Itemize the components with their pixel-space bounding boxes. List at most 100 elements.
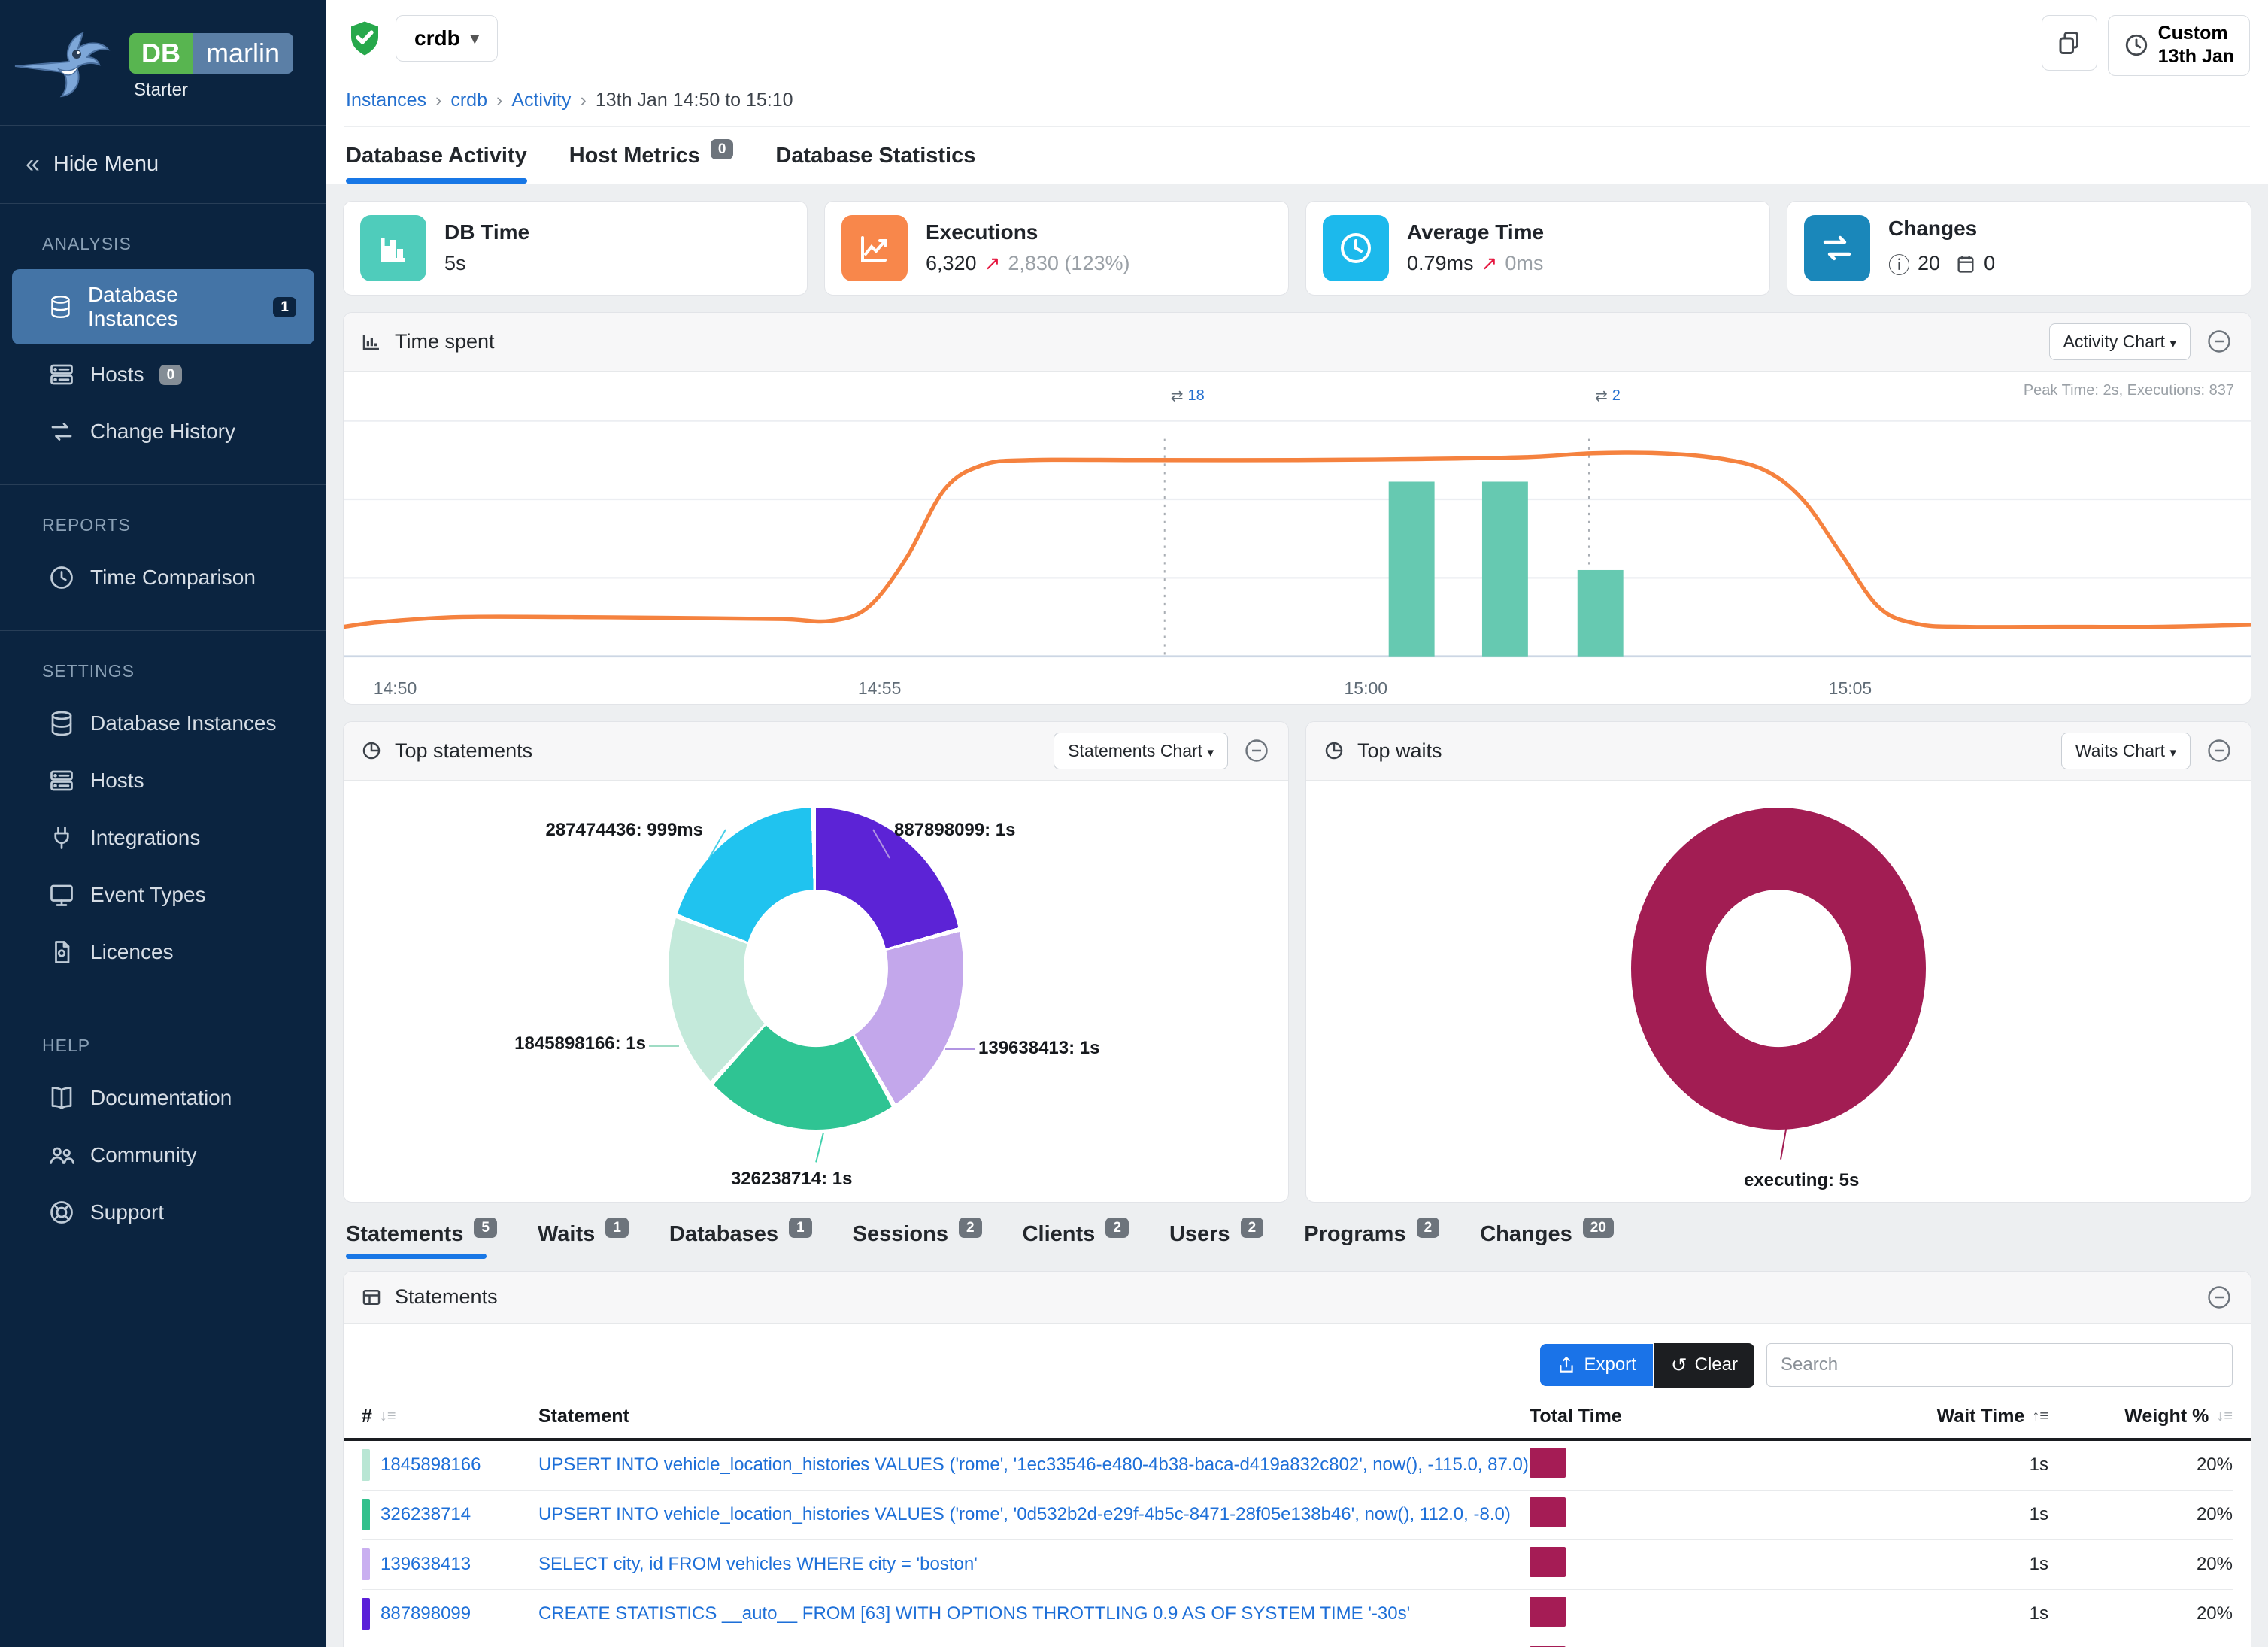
clear-button[interactable]: ↺ Clear — [1654, 1342, 1754, 1388]
statements-chart-dropdown[interactable]: Statements Chart ▾ — [1054, 732, 1228, 769]
wait-time-value: 1s — [2029, 1554, 2048, 1574]
sidebar-item-licences[interactable]: Licences — [12, 925, 314, 979]
copy-link-button[interactable] — [2041, 15, 2097, 71]
statement-link[interactable]: UPSERT INTO vehicle_location_histories V… — [538, 1454, 1529, 1475]
brand-wordmark: DB marlin — [129, 33, 294, 74]
tab-database-activity[interactable]: Database Activity — [346, 144, 527, 184]
column-total-time[interactable]: Total Time — [1530, 1405, 1622, 1427]
tab-users[interactable]: Users 2 — [1169, 1217, 1264, 1259]
bar-chart-icon — [362, 335, 379, 350]
statement-id-link[interactable]: 1845898166 — [381, 1454, 481, 1475]
table-row: 326238714 UPSERT INTO vehicle_location_h… — [362, 1491, 2233, 1540]
section-title: ANALYSIS — [42, 234, 132, 253]
trend-up-icon: ↗ — [1481, 252, 1498, 274]
x-axis-label: 14:55 — [857, 678, 902, 698]
tab-clients[interactable]: Clients 2 — [1023, 1217, 1129, 1259]
tab-database-statistics[interactable]: Database Statistics — [775, 143, 976, 168]
instance-selector-button[interactable]: crdb ▾ — [396, 15, 498, 62]
time-spent-chart: 14:50 14:55 15:00 15:05 ⇄ 18 ⇄ 2 — [344, 387, 2251, 704]
collapse-panel-button[interactable] — [1242, 736, 1272, 766]
activity-chart-dropdown[interactable]: Activity Chart ▾ — [2048, 323, 2191, 360]
top-statements-panel: Top statements Statements Chart ▾ 287474… — [343, 720, 1289, 1203]
statement-id-link[interactable]: 326238714 — [381, 1504, 471, 1524]
statement-id-link[interactable]: 139638413 — [381, 1554, 471, 1574]
calendar-icon — [1957, 256, 1974, 273]
kpi-title: Executions — [926, 220, 1038, 244]
sidebar: DB marlin Starter « Hide Menu ANALYSIS D… — [0, 0, 326, 1647]
swap-icon — [51, 423, 72, 441]
collapse-panel-button[interactable] — [2204, 736, 2234, 766]
clock-icon — [50, 566, 73, 589]
sidebar-item-hosts[interactable]: Hosts 0 — [12, 347, 314, 402]
minus-circle-icon — [2208, 330, 2230, 353]
time-spent-panel: Time spent Activity Chart ▾ Peak Time: 2… — [343, 311, 2251, 705]
sidebar-item-database-instances[interactable]: Database Instances 1 — [12, 269, 314, 344]
sidebar-item-label: Community — [90, 1143, 197, 1166]
sidebar-item-label: Integrations — [90, 826, 201, 849]
tab-sessions[interactable]: Sessions 2 — [853, 1217, 982, 1259]
bar-chart-icon — [360, 214, 426, 281]
table-body: 1845898166 UPSERT INTO vehicle_location_… — [344, 1441, 2251, 1647]
breadcrumb-activity[interactable]: Activity — [511, 89, 572, 111]
waits-chart-dropdown[interactable]: Waits Chart ▾ — [2060, 732, 2191, 769]
count-badge: 20 — [1582, 1217, 1614, 1238]
pie-chart-icon — [1325, 742, 1343, 760]
tab-changes[interactable]: Changes 20 — [1480, 1217, 1614, 1259]
statement-link[interactable]: SELECT city, id FROM vehicles WHERE city… — [538, 1554, 978, 1574]
waits-donut-chart[interactable] — [1631, 807, 1926, 1130]
kpi-info-count: 20 — [1918, 252, 1941, 274]
tab-host-metrics[interactable]: Host Metrics 0 — [569, 138, 734, 184]
panel-title: Top waits — [1357, 739, 1442, 762]
sidebar-item-documentation[interactable]: Documentation — [12, 1071, 314, 1125]
donut-label: executing: 5s — [1743, 1169, 1860, 1191]
tab-programs[interactable]: Programs 2 — [1304, 1217, 1440, 1259]
statement-id-link[interactable]: 887898099 — [381, 1603, 471, 1624]
sidebar-item-time-comparison[interactable]: Time Comparison — [12, 551, 314, 605]
column-weight[interactable]: Weight % ↓≡ — [2124, 1405, 2233, 1427]
section-title: REPORTS — [42, 515, 131, 535]
main-area: crdb ▾ — [326, 0, 2268, 1647]
sidebar-item-event-types[interactable]: Event Types — [12, 868, 314, 922]
sidebar-item-database-instances[interactable]: Database Instances — [12, 696, 314, 751]
sidebar-item-change-history[interactable]: Change History — [12, 405, 314, 459]
breadcrumb-instance[interactable]: crdb — [450, 89, 487, 111]
donut-label: 1845898166: 1s — [514, 1033, 646, 1054]
column-id[interactable]: # ↓≡ — [362, 1405, 396, 1427]
total-time-bar — [1530, 1546, 1566, 1577]
collapse-panel-button[interactable] — [2204, 326, 2234, 356]
search-input[interactable] — [1766, 1343, 2233, 1387]
trend-up-icon: ↗ — [984, 252, 1001, 274]
sidebar-item-integrations[interactable]: Integrations — [12, 811, 314, 865]
statements-donut-chart[interactable] — [669, 807, 963, 1130]
main-tabs: Database Activity Host Metrics 0 Database … — [344, 126, 2250, 184]
column-statement[interactable]: Statement — [538, 1405, 629, 1427]
sort-icon: ↓≡ — [379, 1407, 396, 1424]
count-badge: 5 — [474, 1217, 497, 1238]
statements-table-panel: Statements Export ↺ Clear — [343, 1270, 2251, 1647]
tab-databases[interactable]: Databases 1 — [669, 1217, 812, 1259]
change-marker[interactable]: ⇄ 2 — [1595, 387, 1621, 405]
sidebar-item-community[interactable]: Community — [12, 1128, 314, 1182]
statement-link[interactable]: CREATE STATISTICS __auto__ FROM [63] WIT… — [538, 1603, 1411, 1624]
hide-menu-button[interactable]: « Hide Menu — [0, 126, 326, 203]
tab-waits[interactable]: Waits 1 — [538, 1217, 629, 1259]
weight-value: 20% — [2196, 1454, 2233, 1475]
tab-statements[interactable]: Statements 5 — [346, 1217, 497, 1259]
x-axis-label: 14:50 — [373, 678, 417, 698]
sidebar-item-hosts[interactable]: Hosts — [12, 754, 314, 808]
collapse-panel-button[interactable] — [2204, 1282, 2234, 1312]
breadcrumb-instances[interactable]: Instances — [346, 89, 427, 111]
time-range-button[interactable]: Custom 13th Jan — [2107, 15, 2250, 76]
breadcrumb-timerange: 13th Jan 14:50 to 15:10 — [595, 89, 793, 111]
change-marker[interactable]: ⇄ 18 — [1170, 387, 1205, 405]
sidebar-item-label: Hosts — [90, 362, 144, 386]
export-button[interactable]: Export — [1540, 1344, 1653, 1386]
swap-arrows-icon: ⇄ — [1595, 387, 1608, 405]
time-range-date: 13th Jan — [2157, 46, 2234, 68]
pie-chart-icon — [362, 742, 381, 760]
statement-link[interactable]: UPSERT INTO vehicle_location_histories V… — [538, 1504, 1511, 1524]
weight-value: 20% — [2196, 1554, 2233, 1574]
column-wait-time[interactable]: Wait Time ↑≡ — [1936, 1405, 2048, 1427]
database-icon — [51, 711, 72, 736]
sidebar-item-support[interactable]: Support — [12, 1185, 314, 1239]
